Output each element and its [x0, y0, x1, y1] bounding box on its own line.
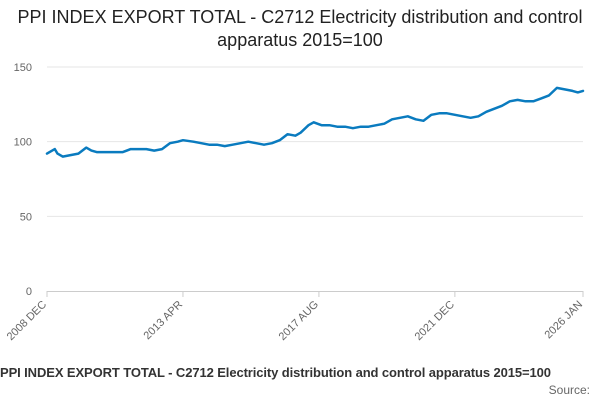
x-tick-label: 2017 AUG [277, 299, 321, 343]
x-tick-label: 2013 APR [142, 299, 186, 343]
grid-lines [47, 66, 583, 217]
footer-source: Source: [548, 383, 590, 397]
series-layer [45, 86, 585, 158]
x-tick-label: 2021 DEC [413, 299, 457, 343]
y-tick-label: 0 [26, 286, 32, 298]
y-tick-label: 50 [20, 211, 32, 223]
y-axis-ticks: 0 50 100 150 [14, 62, 32, 298]
y-tick-label: 100 [14, 137, 32, 149]
footer-title: PPI INDEX EXPORT TOTAL - C2712 Electrici… [0, 365, 551, 380]
y-tick-label: 150 [14, 62, 32, 74]
x-axis-ticks: 2008 DEC 2013 APR 2017 AUG 2021 DEC 2026 JAN [5, 299, 585, 343]
chart-title: PPI INDEX EXPORT TOTAL - C2712 Electrici… [17, 7, 583, 50]
axes [46, 291, 584, 297]
x-tick-label: 2026 JAN [542, 299, 585, 342]
series-line [45, 86, 585, 158]
x-tick-label: 2008 DEC [5, 299, 49, 343]
